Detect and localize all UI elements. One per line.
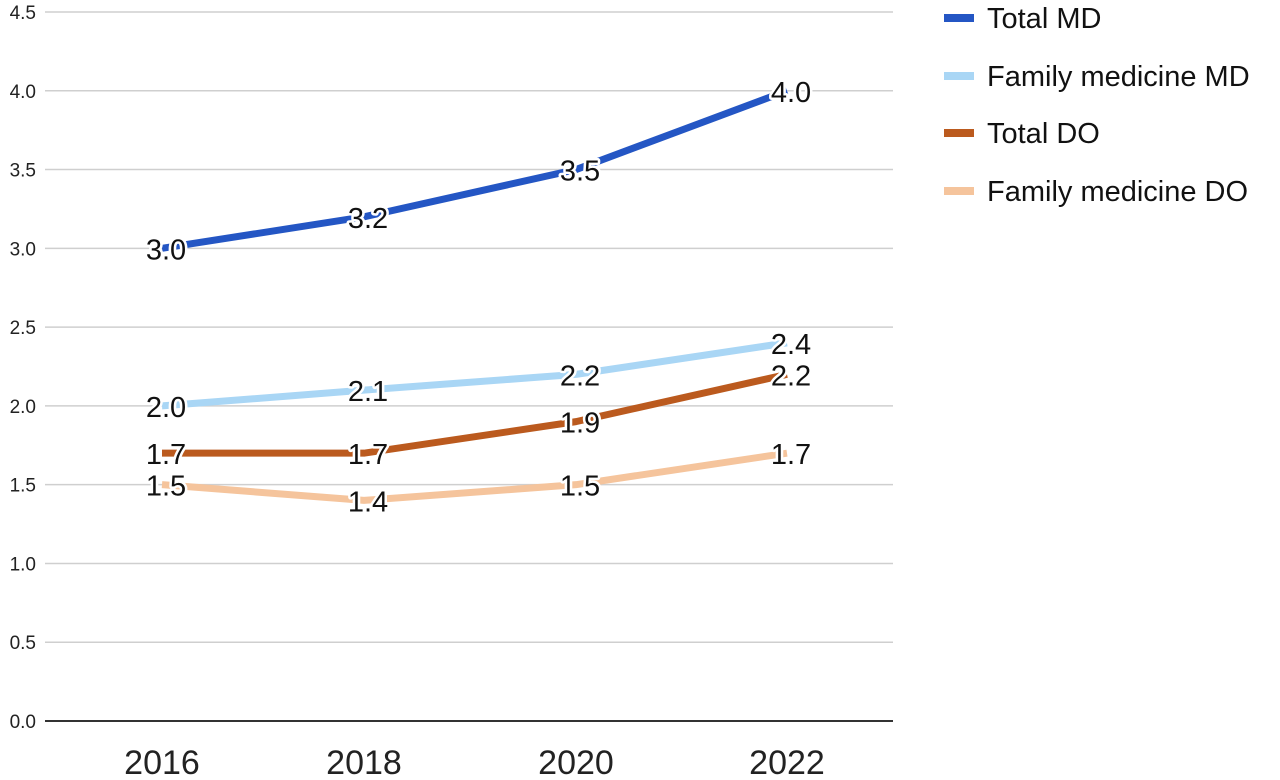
data-label: 3.5	[560, 156, 600, 188]
data-label: 2.2	[560, 360, 600, 392]
series-line	[161, 339, 788, 410]
y-tick-label: 3.0	[10, 239, 36, 260]
x-tick-label: 2022	[749, 744, 825, 780]
x-tick-label: 2020	[538, 744, 614, 780]
y-tick-label: 0.0	[10, 712, 36, 733]
y-tick-label: 2.5	[10, 318, 36, 339]
data-label: 1.7	[146, 439, 186, 471]
series-lines	[161, 87, 789, 504]
data-label: 3.0	[146, 234, 186, 266]
data-label: 1.7	[771, 439, 811, 471]
series-line	[161, 87, 789, 252]
data-label: 2.2	[771, 360, 811, 392]
series-line	[161, 449, 788, 504]
y-tick-label: 2.0	[10, 397, 36, 418]
legend-swatch	[944, 14, 974, 22]
gridlines	[45, 11, 893, 722]
legend-item: Family medicine DO	[944, 176, 1248, 208]
legend-swatch	[944, 129, 974, 137]
y-tick-label: 0.5	[10, 633, 36, 654]
y-tick-label: 1.5	[10, 476, 36, 497]
legend-item: Total MD	[944, 3, 1101, 35]
data-label: 1.7	[348, 439, 388, 471]
data-label: 1.5	[146, 471, 186, 503]
data-labels: 3.03.23.54.02.0 2.1 2.22.41.7 1.71.92.21.5 1…	[143, 74, 813, 521]
legend-label: Family medicine MD	[987, 61, 1250, 93]
legend-item: Total DO	[944, 118, 1100, 150]
legend-item: Family medicine MD	[944, 61, 1250, 93]
x-tick-label: 2018	[326, 744, 402, 780]
y-axis-ticks: 0.0 0.5 1.0 1.5 2.0 2.5 3.0 3.5 4.0 4.5	[10, 3, 36, 733]
data-label: 2.0	[146, 392, 186, 424]
y-tick-label: 4.5	[10, 3, 36, 24]
data-label: 2.4	[771, 329, 811, 361]
x-axis-ticks: 2016 2018 2020 2022	[124, 744, 825, 780]
data-label: 1.9	[560, 408, 600, 440]
data-label: 1.5	[560, 471, 600, 503]
y-tick-label: 3.5	[10, 161, 36, 182]
legend-swatch	[944, 72, 974, 80]
legend-swatch	[944, 187, 974, 195]
series-line	[162, 370, 788, 457]
data-label: 1.4	[348, 486, 388, 518]
legend-label: Total DO	[987, 118, 1100, 150]
data-label: 4.0	[771, 77, 811, 109]
legend-label: Family medicine DO	[987, 176, 1248, 208]
legend: Total MD Family medicine MD Total DO Family…	[944, 3, 1250, 208]
data-label: 2.1	[348, 376, 388, 408]
x-tick-label: 2016	[124, 744, 200, 780]
y-tick-label: 4.0	[10, 82, 36, 103]
legend-label: Total MD	[987, 3, 1101, 35]
data-label: 3.2	[348, 203, 388, 235]
y-tick-label: 1.0	[10, 554, 36, 575]
